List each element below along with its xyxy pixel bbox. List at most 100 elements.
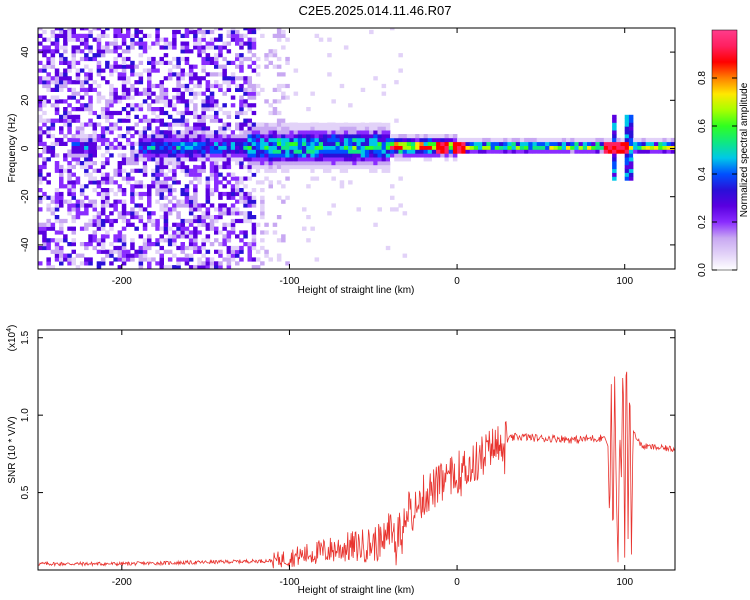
heatmap-cell	[184, 118, 190, 123]
heatmap-cell	[54, 188, 60, 193]
heatmap-cell	[318, 122, 324, 127]
heatmap-cell	[155, 99, 160, 104]
heatmap-cell	[276, 180, 282, 185]
heatmap-cell	[167, 153, 173, 158]
heatmap-cell	[411, 149, 416, 154]
heatmap-cell	[243, 149, 248, 154]
heatmap-cell	[222, 76, 227, 81]
heatmap-cell	[616, 149, 621, 154]
heatmap-cell	[239, 230, 244, 235]
heatmap-cell	[272, 157, 278, 162]
heatmap-cell	[184, 49, 190, 54]
heatmap-cell	[126, 28, 131, 31]
heatmap-cell	[452, 157, 458, 162]
heatmap-cell	[553, 145, 558, 150]
heatmap-cell	[130, 149, 135, 154]
heatmap-cell	[297, 134, 303, 139]
heatmap-cell	[188, 180, 194, 185]
heatmap-cell	[126, 218, 131, 224]
heatmap-cell	[121, 207, 127, 212]
heatmap-cell	[289, 134, 294, 139]
heatmap-cell	[205, 215, 211, 220]
heatmap-cell	[239, 45, 244, 50]
heatmap-cell	[134, 203, 139, 208]
heatmap-cell	[293, 157, 299, 162]
heatmap-cell	[239, 68, 244, 73]
heatmap-cell	[38, 168, 43, 173]
heatmap-cell	[117, 230, 123, 235]
heatmap-cell	[339, 118, 345, 123]
heatmap-cell	[662, 149, 667, 154]
heatmap-cell	[188, 203, 194, 208]
heatmap-cell	[138, 265, 144, 269]
heatmap-cell	[444, 134, 449, 139]
heatmap-cell	[84, 33, 89, 38]
heatmap-cell	[100, 176, 106, 181]
heatmap-cell	[235, 41, 240, 46]
heatmap-cell	[176, 161, 181, 166]
heatmap-cell	[130, 207, 135, 212]
heatmap-cell	[46, 218, 51, 224]
heatmap-cell	[390, 145, 395, 150]
heatmap-cell	[570, 149, 575, 154]
heatmap-cell	[230, 211, 236, 216]
heatmap-cell	[494, 149, 500, 154]
heatmap-cell	[297, 137, 303, 143]
heatmap-cell	[323, 149, 328, 154]
heatmap-cell	[624, 126, 630, 131]
heatmap-cell	[251, 91, 257, 96]
heatmap-cell	[205, 114, 211, 119]
heatmap-cell	[100, 188, 106, 193]
heatmap-cell	[524, 141, 529, 146]
heatmap-cell	[38, 195, 43, 200]
heatmap-cell	[222, 238, 227, 243]
heatmap-cell	[50, 145, 56, 150]
heatmap-cell	[641, 137, 646, 143]
heatmap-cell	[184, 191, 190, 197]
heatmap-cell	[276, 56, 282, 62]
heatmap-cell	[369, 168, 374, 173]
snr-scale-close: )	[7, 325, 18, 328]
heatmap-cell	[235, 37, 240, 42]
heatmap-cell	[243, 141, 248, 146]
heatmap-cell	[147, 103, 152, 108]
heatmap-cell	[226, 253, 232, 258]
heatmap-cell	[96, 99, 102, 104]
heatmap-cell	[209, 114, 215, 119]
heatmap-cell	[235, 114, 240, 119]
heatmap-cell	[84, 28, 89, 31]
heatmap-cell	[71, 215, 76, 220]
heatmap-cell	[193, 95, 198, 100]
heatmap-cell	[251, 245, 257, 251]
heatmap-cell	[276, 257, 282, 262]
heatmap-cell	[184, 83, 190, 89]
heatmap-cell	[159, 253, 164, 258]
heatmap-cell	[218, 37, 223, 42]
heatmap-cell	[214, 249, 219, 254]
heatmap-cell	[50, 118, 56, 123]
heatmap-cell	[494, 153, 500, 158]
heatmap-cell	[251, 149, 257, 154]
heatmap-cell	[427, 149, 433, 154]
heatmap-cell	[260, 33, 265, 38]
heatmap-cell	[100, 207, 106, 212]
heatmap-cell	[528, 137, 533, 143]
heatmap-cell	[63, 110, 68, 116]
heatmap-cell	[218, 157, 223, 162]
heatmap-cell	[209, 265, 215, 269]
heatmap-cell	[92, 207, 97, 212]
heatmap-cell	[230, 29, 236, 35]
heatmap-cell	[385, 137, 391, 143]
heatmap-cell	[411, 145, 416, 150]
heatmap-cell	[88, 203, 93, 208]
heatmap-cell	[42, 238, 47, 243]
heatmap-cell	[239, 37, 244, 42]
heatmap-cell	[612, 176, 617, 181]
heatmap-cell	[176, 83, 181, 89]
heatmap-cell	[394, 134, 399, 139]
heatmap-cell	[117, 95, 123, 100]
heatmap-cell	[201, 218, 206, 224]
heatmap-cell	[79, 261, 85, 266]
heatmap-cell	[88, 83, 93, 89]
heatmap-cell	[42, 234, 47, 239]
